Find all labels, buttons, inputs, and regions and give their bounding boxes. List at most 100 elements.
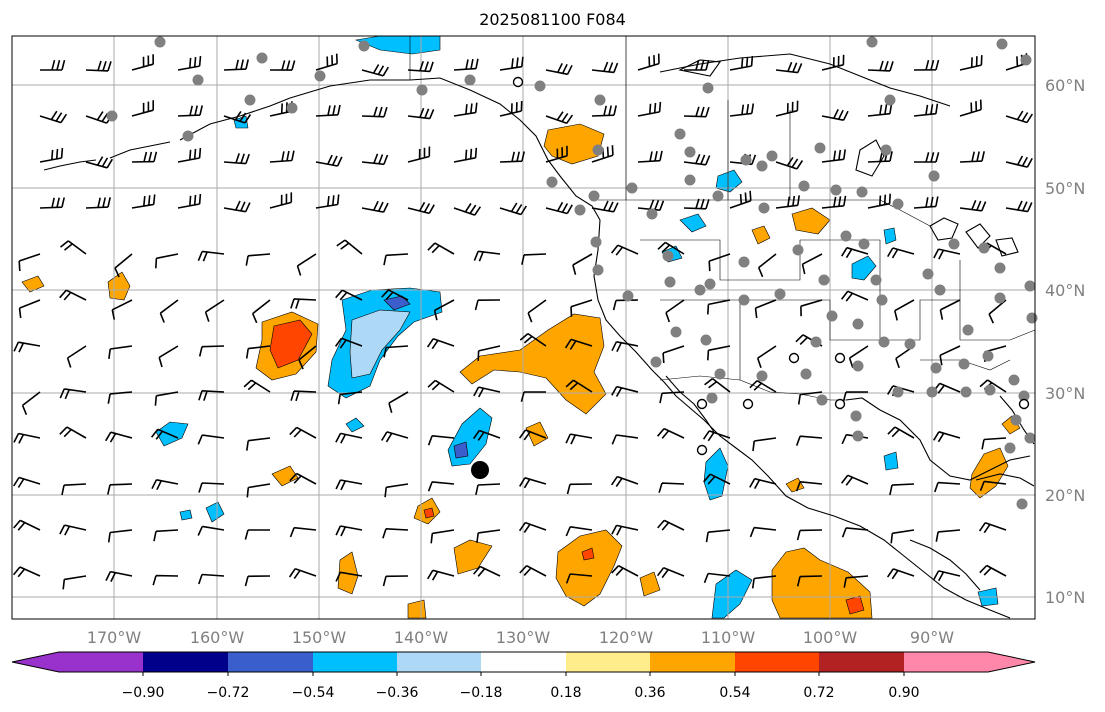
wind-barb [1005, 155, 1033, 168]
wind-barb [243, 379, 271, 393]
wind-barb [637, 199, 665, 211]
wind-barb [933, 248, 961, 260]
wind-barb [334, 337, 363, 349]
wind-barb [251, 299, 271, 324]
wind-barb [474, 299, 501, 311]
wind-barb [566, 483, 593, 495]
wind-barb [570, 299, 593, 317]
wind-barb [591, 61, 619, 74]
lat-label-10n: 10°N [1045, 588, 1085, 607]
wind-barb [85, 156, 113, 169]
lat-label-60n: 60°N [1045, 76, 1085, 95]
wind-barb [637, 53, 660, 71]
wind-barb [159, 299, 179, 323]
station-dot [700, 334, 712, 346]
station-dot [650, 356, 662, 368]
wind-barb [246, 483, 271, 498]
wind-barb [131, 151, 158, 163]
wind-barb [407, 61, 434, 73]
wind-barb [177, 193, 202, 209]
station-dot [958, 358, 970, 370]
colorbar-segment [904, 652, 1035, 672]
wind-barb [13, 476, 41, 488]
graticule [12, 36, 1035, 619]
wind-barb [545, 145, 568, 163]
wind-barb [662, 345, 685, 364]
wind-barb [150, 428, 179, 440]
wind-barb [108, 345, 133, 360]
station-dot [592, 264, 604, 276]
station-dot [878, 336, 890, 348]
wind-barb [702, 430, 731, 442]
wind-barb [518, 429, 547, 441]
colorbar-segment [12, 652, 143, 672]
wind-barb [939, 299, 961, 320]
wind-barb [797, 391, 823, 405]
wind-barb [1005, 110, 1033, 124]
wind-barb [269, 192, 293, 209]
wind-barb [198, 390, 225, 401]
coastlines [43, 53, 1035, 619]
wind-barb [935, 529, 961, 542]
wind-barb [59, 524, 87, 536]
wind-barb [729, 190, 752, 209]
wind-barb [105, 431, 133, 443]
wind-barb [659, 391, 685, 404]
wind-barb [59, 388, 87, 400]
station-dot [810, 336, 822, 348]
wind-barb [751, 575, 777, 589]
wind-barb [382, 528, 409, 539]
wind-barb [12, 566, 41, 578]
station-dot [590, 236, 602, 248]
station-dot [574, 204, 586, 216]
station-dot [588, 190, 600, 202]
wind-barb [683, 106, 710, 118]
wind-barb [749, 526, 777, 538]
wind-barb [800, 299, 823, 317]
station-dot [706, 392, 718, 404]
wind-barb [472, 565, 501, 577]
wind-barb [979, 480, 1007, 491]
wind-barb [959, 151, 985, 163]
latitude-labels: 60°N 50°N 40°N 30°N 20°N 10°N [1045, 76, 1085, 607]
station-dot [756, 160, 768, 172]
wind-barb [754, 299, 777, 319]
wind-barb [933, 570, 961, 582]
wind-barb [177, 105, 203, 117]
wind-barb [407, 201, 435, 215]
wind-barb [335, 571, 363, 582]
wind-barb [821, 54, 845, 71]
wind-barb [518, 521, 547, 533]
wind-barb [59, 289, 87, 301]
wind-barb [499, 100, 523, 117]
station-dot [714, 368, 726, 380]
station-dot [866, 36, 878, 48]
wind-barb [545, 63, 573, 76]
wind-barb [519, 564, 547, 577]
wind-barb [519, 477, 547, 489]
station-dot [664, 276, 676, 288]
wind-barb [889, 483, 915, 496]
lon-label-130w: 130°W [496, 628, 551, 647]
wind-barb [388, 391, 409, 414]
wind-barb [290, 298, 317, 309]
wind-barb [519, 332, 547, 347]
wind-barb [246, 437, 271, 451]
colorbar-tick-8: 0.72 [803, 685, 834, 701]
wind-barb [197, 525, 225, 536]
wind-barb [565, 433, 593, 445]
colorbar-segment [397, 652, 481, 672]
station-dot [948, 238, 960, 250]
wind-barb [867, 103, 893, 117]
colorbar-tick-7: 0.54 [719, 685, 750, 701]
wind-barb [472, 429, 501, 441]
station-dot [858, 238, 870, 250]
station-dot [592, 144, 604, 156]
station-dot [830, 184, 842, 196]
station-dot [758, 202, 770, 214]
station-dot [982, 350, 994, 362]
wind-barb [13, 519, 41, 531]
wind-barb [13, 432, 41, 444]
wind-barb [177, 56, 202, 71]
wind-barb [749, 477, 777, 489]
